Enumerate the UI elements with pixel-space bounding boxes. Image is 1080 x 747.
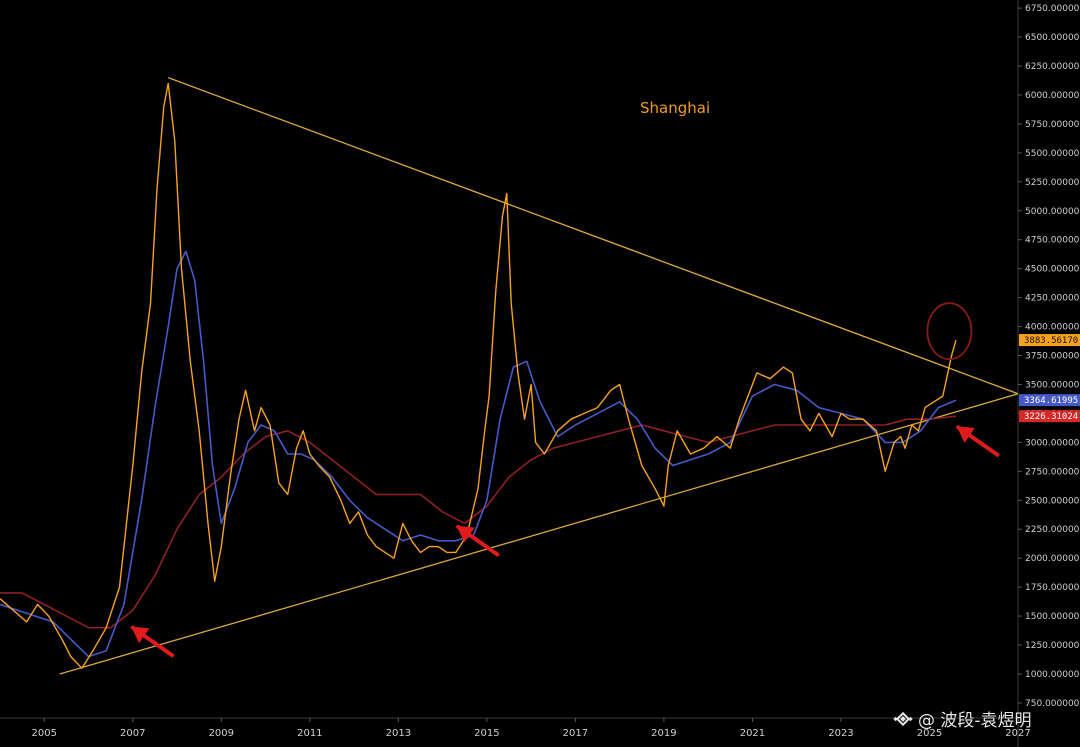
red-arrow [130, 625, 175, 658]
x-tick-label: 2027 [1005, 728, 1030, 739]
price-tag-label: 3226.31024 [1024, 412, 1078, 422]
red-arrow-head [956, 426, 975, 443]
price-tag-box [1019, 394, 1080, 407]
x-tick-label: 2011 [297, 728, 322, 739]
highlight-circle [926, 302, 973, 361]
y-tick-label: 4750.000000 [1025, 236, 1080, 246]
y-tick-label: 750.000000 [1025, 699, 1080, 709]
chart-title: Shanghai [640, 99, 710, 117]
x-tick-label: 2025 [917, 728, 942, 739]
price-tag-label: 3364.61995 [1024, 396, 1078, 406]
red-arrow [456, 524, 500, 557]
price-line [0, 82, 957, 669]
x-tick-label: 2009 [209, 728, 234, 739]
x-tick-label: 2013 [386, 728, 411, 739]
trendline-2 [59, 393, 1019, 675]
y-tick-label: 4250.000000 [1025, 294, 1080, 304]
y-tick-label: 3000.000000 [1025, 438, 1080, 448]
x-tick-label: 2021 [740, 728, 765, 739]
y-tick-label: 5750.000000 [1025, 120, 1080, 130]
y-tick-label: 5250.000000 [1025, 178, 1080, 188]
y-tick-label: 1500.000000 [1025, 612, 1080, 622]
y-tick-label: 3750.000000 [1025, 352, 1080, 362]
y-tick-label: 4000.000000 [1025, 323, 1080, 333]
price-tag-box [1019, 410, 1080, 423]
y-tick-label: 2750.000000 [1025, 467, 1080, 477]
time-axis: 2005 2007 2009 2011 2013 2015 2017 2019 2021 2023… [32, 718, 1031, 739]
y-tick-label: 6000.000000 [1025, 91, 1080, 101]
y-tick-label: 2000.000000 [1025, 554, 1080, 564]
y-tick-label: 1750.000000 [1025, 583, 1080, 593]
price-tags: 3883.56170 3364.61995 3226.31024 [1019, 334, 1080, 423]
y-tick-label: 3500.000000 [1025, 380, 1080, 390]
y-tick-label: 6250.000000 [1025, 62, 1080, 72]
x-tick-label: 2023 [828, 728, 853, 739]
y-tick-label: 5500.000000 [1025, 149, 1080, 159]
y-tick-label: 6500.000000 [1025, 33, 1080, 43]
annotations [130, 302, 1000, 658]
series-lines [0, 82, 957, 669]
x-tick-label: 2007 [120, 728, 145, 739]
price-tag-label: 3883.56170 [1024, 336, 1078, 346]
price-tag-box [1019, 334, 1080, 347]
y-tick-label: 1250.000000 [1025, 641, 1080, 651]
blue-moving-average-line [0, 250, 957, 658]
x-tick-label: 2015 [474, 728, 499, 739]
red-moving-average-line [0, 415, 957, 629]
y-tick-label: 5000.000000 [1025, 207, 1080, 217]
x-tick-label: 2005 [32, 728, 57, 739]
red-arrow [956, 425, 1000, 457]
watermark: @ 波段-袁煜明 [893, 711, 1032, 731]
y-tick-label: 6750.000000 [1025, 4, 1080, 14]
trendline-1 [167, 76, 1019, 395]
red-arrow-head [131, 626, 150, 644]
watermark-text: @ 波段-袁煜明 [918, 711, 1032, 731]
x-tick-label: 2017 [563, 728, 588, 739]
y-tick-label: 4500.000000 [1025, 265, 1080, 275]
y-tick-label: 2250.000000 [1025, 525, 1080, 535]
binance-logo-icon [893, 711, 913, 727]
y-tick-label: 1000.000000 [1025, 670, 1080, 680]
x-tick-label: 2019 [651, 728, 676, 739]
y-tick-label: 2500.000000 [1025, 496, 1080, 506]
red-arrow-head [456, 525, 475, 543]
trendlines [59, 76, 1019, 675]
